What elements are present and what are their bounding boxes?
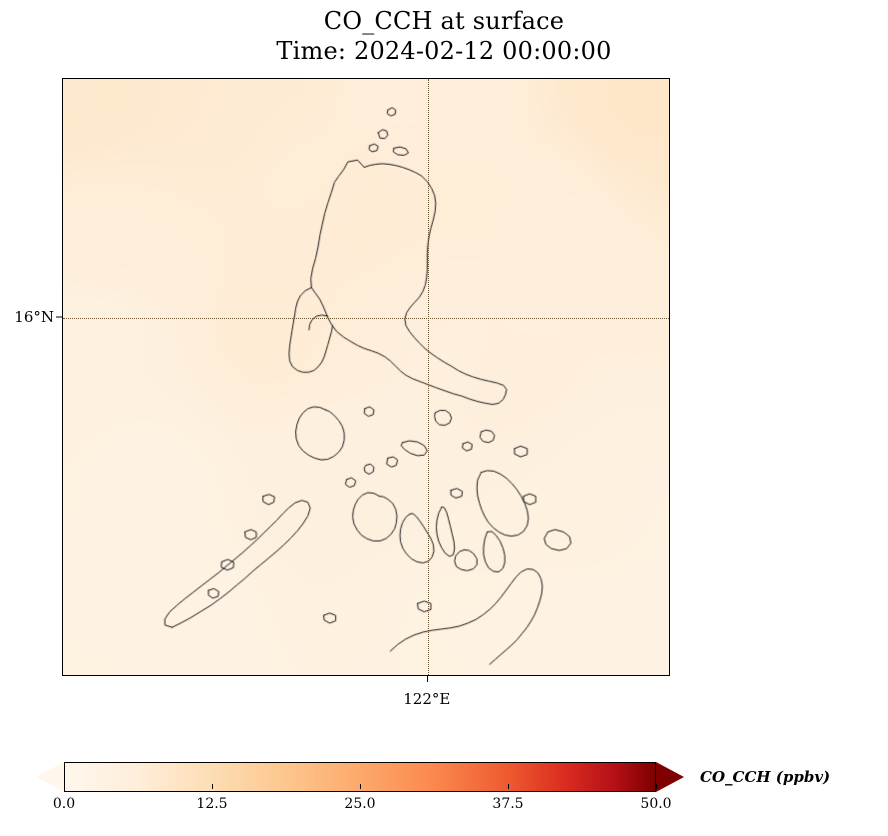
colorbar-tick-label: 12.5 (196, 796, 228, 812)
colorbar-tick-label: 0.0 (52, 796, 76, 812)
title-line-variable: CO_CCH at surface (323, 7, 565, 35)
xtick-label-122E: 122°E (403, 690, 451, 708)
xtick-mark-122E (426, 676, 428, 682)
colorbar-tick-mark (508, 784, 509, 789)
colorbar-tick-label: 37.5 (492, 796, 524, 812)
colorbar-tick-mark (656, 784, 657, 789)
colorbar-tick-mark (64, 784, 65, 789)
co-concentration-heatmap (63, 79, 669, 675)
colorbar-tick-mark (212, 784, 213, 789)
map-axes (62, 78, 670, 676)
colorbar-tick-mark (360, 784, 361, 789)
ytick-label-16N: 16°N (14, 308, 54, 327)
colorbar-ticks: 0.0 12.5 25.0 37.5 50.0 (36, 784, 684, 816)
colorbar-extend-min-arrow (36, 762, 64, 792)
longitude-axis: 122°E (62, 676, 670, 716)
colorbar-extend-max-arrow (656, 762, 684, 792)
title-line-time: Time: 2024-02-12 00:00:00 (276, 37, 612, 65)
ytick-mark-16N (56, 316, 62, 318)
colorbar-tick-label: 50.0 (640, 796, 672, 812)
colorbar-tick-label: 25.0 (344, 796, 376, 812)
figure-title: CO_CCH at surface Time: 2024-02-12 00:00… (0, 6, 888, 66)
colorbar-label: CO_CCH (ppbv) (700, 768, 831, 786)
latitude-axis: 16°N (0, 78, 62, 676)
